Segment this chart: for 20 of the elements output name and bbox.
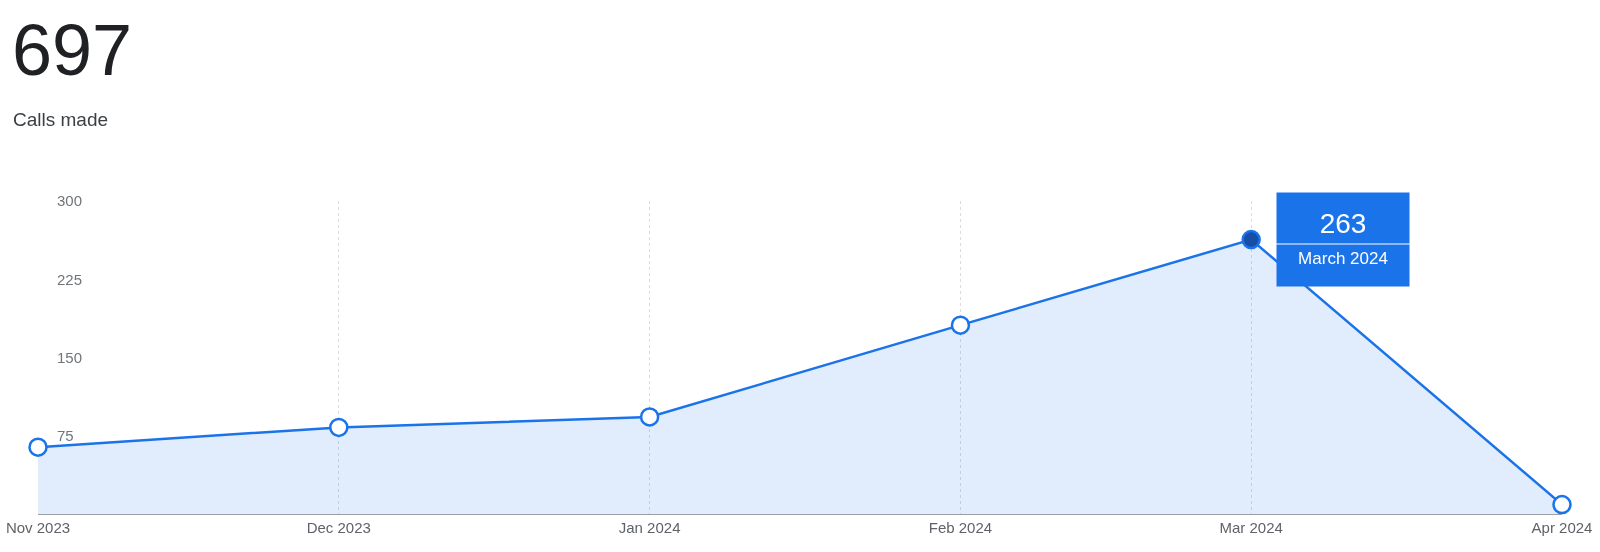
point <box>1552 494 1572 515</box>
y-tick-label: 75 <box>57 427 74 444</box>
x-tick-label: Jan 2024 <box>618 519 681 536</box>
point <box>1241 229 1261 250</box>
point <box>950 315 971 335</box>
chart-subtitle: Calls made <box>13 109 109 130</box>
y-tick-label: 225 <box>57 270 83 288</box>
annotation: 263 <box>1319 208 1367 239</box>
x-tick-label: Dec 2023 <box>306 519 371 536</box>
point <box>329 417 349 438</box>
y-tick-label: 300 <box>57 192 83 210</box>
chart-title: 697 <box>12 10 133 90</box>
annotation: March 2024 <box>1298 249 1388 268</box>
x-tick-label: Nov 2023 <box>5 519 71 536</box>
y-tick-label: 150 <box>57 348 83 366</box>
x-tick-label: Mar 2024 <box>1219 519 1283 536</box>
point <box>28 437 48 457</box>
x-tick-label: Feb 2024 <box>928 519 993 536</box>
point <box>639 407 660 427</box>
x-tick-label: Apr 2024 <box>1531 519 1593 536</box>
